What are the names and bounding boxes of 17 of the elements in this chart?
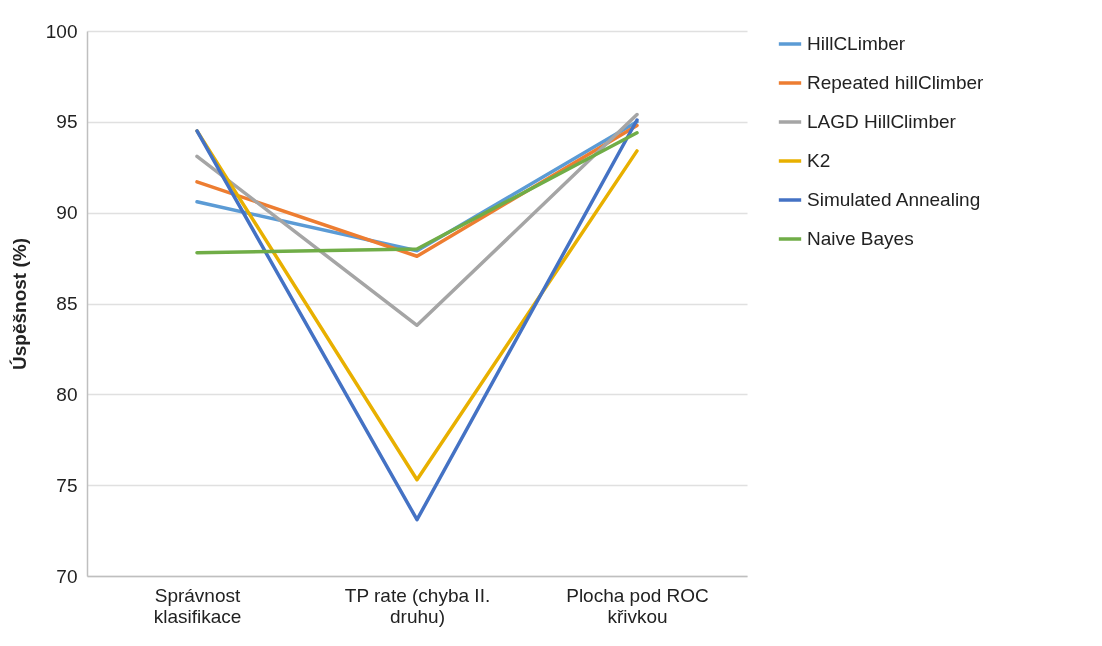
y-tick-label: 95 — [56, 111, 78, 133]
legend-label: Repeated hillClimber — [807, 72, 985, 93]
x-tick-label: Plocha pod ROC křivkou — [566, 584, 709, 627]
y-tick-label: 75 — [56, 474, 78, 496]
y-tick-label: 80 — [56, 383, 78, 405]
x-tick-label: Správnost klasifikace — [153, 584, 242, 627]
y-axis-title: Úspěšnost (%) — [8, 238, 30, 370]
y-tick-label: 85 — [56, 293, 78, 314]
y-tick-label: 100 — [45, 20, 78, 42]
y-tick-label: 70 — [56, 565, 78, 587]
legend-label: Naive Bayes — [807, 228, 914, 249]
legend-label: LAGD HillClimber — [807, 111, 957, 132]
y-tick-label: 90 — [56, 202, 78, 224]
legend-label: K2 — [807, 150, 831, 171]
legend-label: HillCLimber — [807, 33, 906, 54]
x-tick-label: TP rate (chyba II. druhu) — [344, 584, 491, 627]
legend-label: Simulated Annealing — [807, 189, 981, 210]
